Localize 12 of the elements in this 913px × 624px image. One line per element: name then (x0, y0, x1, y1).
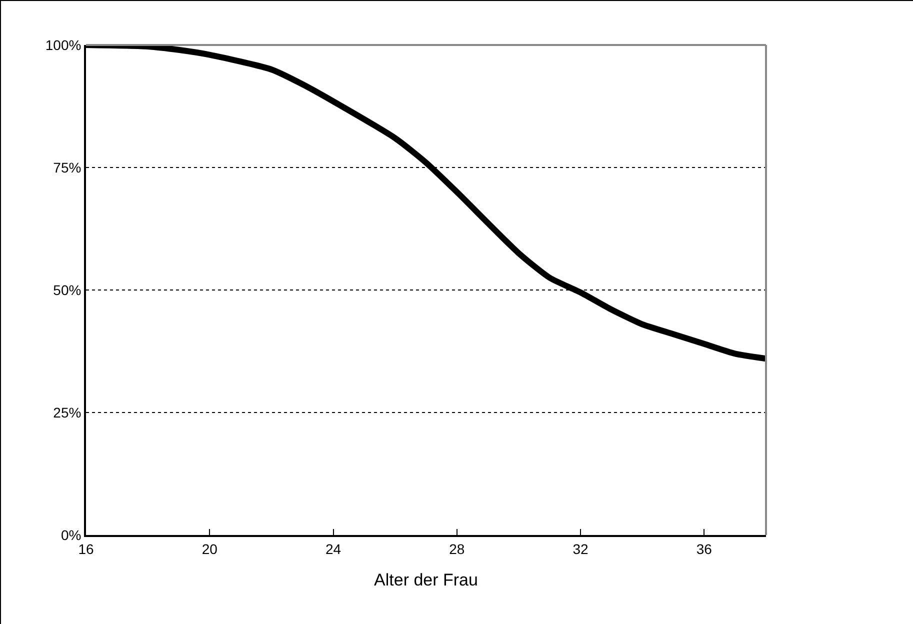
x-tick-label: 28 (449, 540, 465, 557)
x-axis-title: Alter der Frau (374, 570, 478, 590)
x-tick-label: 24 (325, 540, 342, 557)
y-tick-label: 25% (53, 404, 82, 420)
x-tick-label: 20 (202, 540, 218, 557)
x-tick-label: 36 (696, 540, 712, 557)
y-tick-label: 75% (53, 159, 82, 176)
x-tick-label: 32 (572, 540, 589, 557)
y-tick-label: 100% (45, 36, 82, 53)
x-tick-label: 16 (78, 540, 94, 557)
y-tick-label: 0% (60, 526, 82, 543)
y-tick-label: 50% (53, 282, 82, 298)
